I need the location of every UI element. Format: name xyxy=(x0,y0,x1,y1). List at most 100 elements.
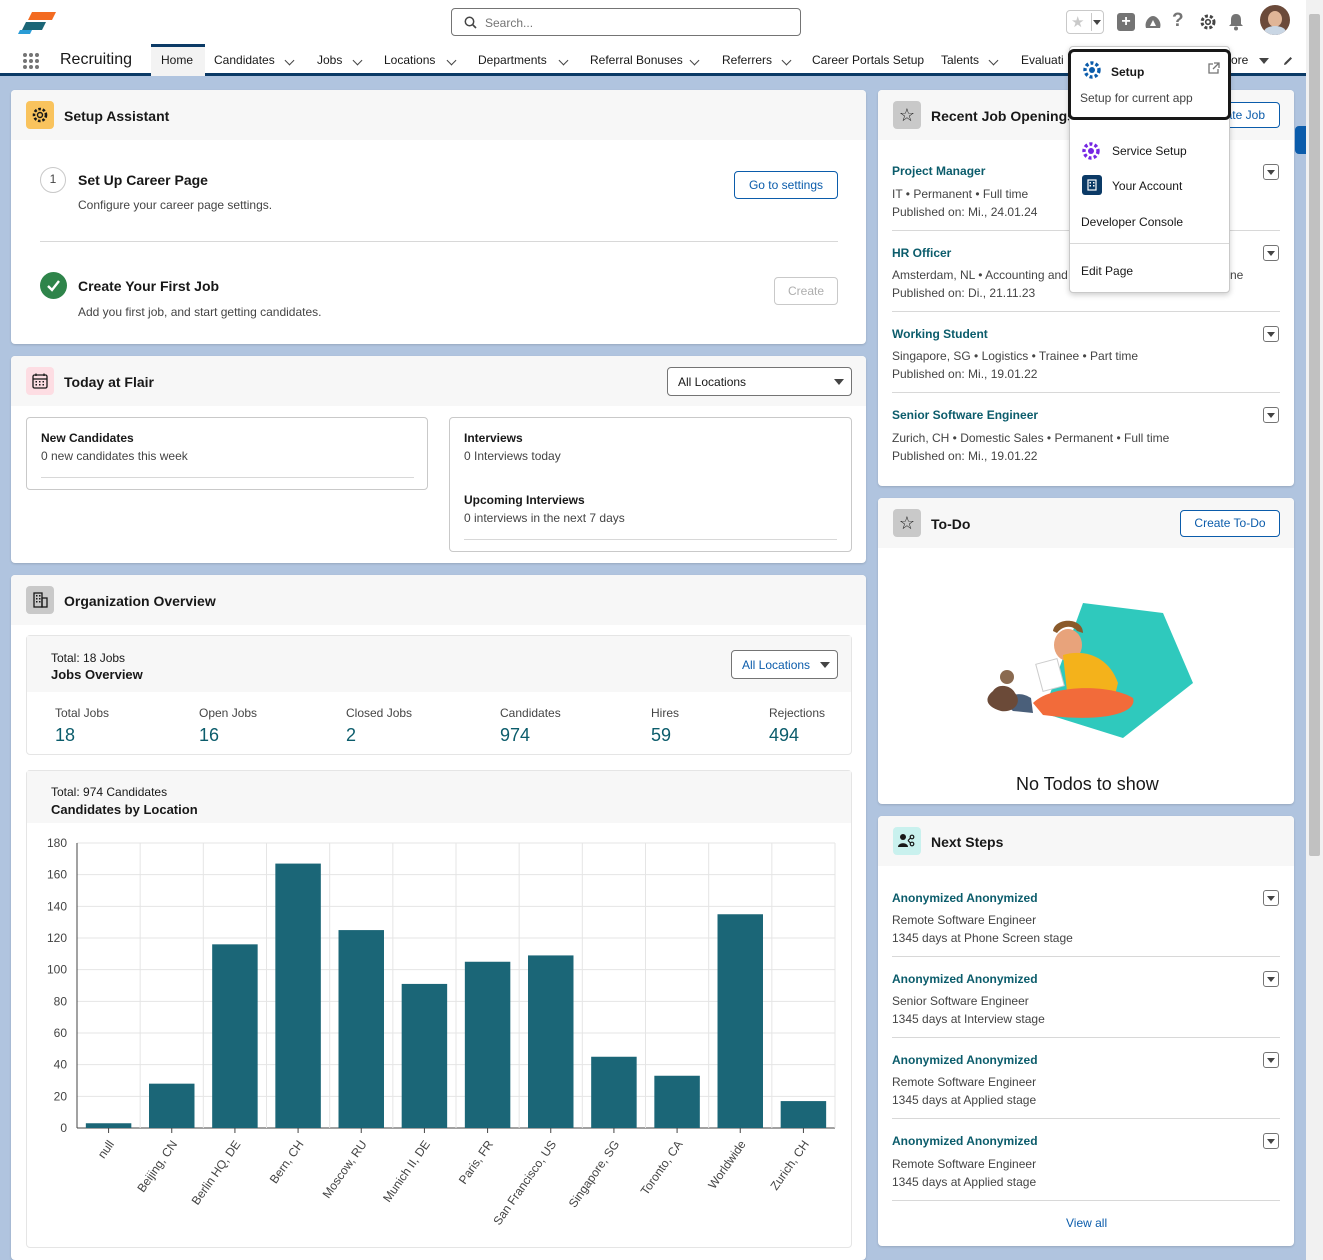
chevron-down-icon[interactable] xyxy=(689,55,700,66)
row-actions-dropdown[interactable] xyxy=(1263,164,1279,180)
tab-departments[interactable]: Departments xyxy=(478,44,547,76)
stat-value-candidates[interactable]: 974 xyxy=(500,725,531,745)
stat-value-total-jobs[interactable]: 18 xyxy=(55,725,76,745)
trailhead-icon[interactable] xyxy=(1143,12,1163,32)
tab-referral-bonuses[interactable]: Referral Bonuses xyxy=(590,44,683,76)
job-title-link[interactable]: Working Student xyxy=(892,327,988,341)
tab-talents[interactable]: Talents xyxy=(941,44,979,76)
tab-locations[interactable]: Locations xyxy=(384,44,435,76)
candidate-name-link[interactable]: Anonymized Anonymized xyxy=(892,891,1038,905)
caret-down-icon xyxy=(820,662,830,668)
help-icon[interactable]: ? xyxy=(1172,10,1184,31)
caret-down-icon[interactable] xyxy=(1259,58,1269,64)
account-icon xyxy=(1082,175,1102,195)
tab-label: Referral Bonuses xyxy=(590,53,683,67)
x-tick-label: Paris, FR xyxy=(456,1137,496,1186)
stat-label-candidates: Candidates xyxy=(500,706,561,720)
caret-down-icon xyxy=(834,379,844,385)
row-actions-dropdown[interactable] xyxy=(1263,1052,1279,1068)
tab-candidates[interactable]: Candidates xyxy=(214,44,275,76)
chevron-down-icon[interactable] xyxy=(446,55,457,66)
setup-gear-icon[interactable] xyxy=(1199,13,1217,31)
divider xyxy=(40,241,838,242)
y-tick-label: 140 xyxy=(47,899,67,913)
stat-label-closed-jobs: Closed Jobs xyxy=(346,706,413,720)
app-logo[interactable] xyxy=(18,10,58,37)
chart-bar xyxy=(401,983,448,1128)
chevron-down-icon[interactable] xyxy=(352,55,363,66)
card-title: Today at Flair xyxy=(64,374,154,390)
app-launcher-icon[interactable] xyxy=(22,52,40,70)
pencil-edit-icon[interactable] xyxy=(1282,55,1294,67)
card-title: Next Steps xyxy=(931,834,1004,850)
tab-evaluations[interactable]: Evaluati xyxy=(1021,44,1064,76)
candidate-stage: 1345 days at Applied stage xyxy=(892,1093,1037,1107)
row-actions-dropdown[interactable] xyxy=(1263,326,1279,342)
divider xyxy=(41,477,414,478)
page-scrollbar[interactable] xyxy=(1306,0,1323,1260)
chevron-down-icon[interactable] xyxy=(781,55,792,66)
y-tick-label: 160 xyxy=(47,868,67,882)
candidate-name-link[interactable]: Anonymized Anonymized xyxy=(892,1053,1038,1067)
menu-item-edit-page[interactable]: Edit Page xyxy=(1081,264,1134,278)
chevron-down-icon[interactable] xyxy=(558,55,569,66)
scrollbar-thumb[interactable] xyxy=(1309,14,1320,856)
chevron-down-icon[interactable] xyxy=(284,55,295,66)
create-todo-button[interactable]: Create To-Do xyxy=(1180,510,1280,537)
notifications-bell-icon[interactable] xyxy=(1227,12,1245,31)
avatar[interactable] xyxy=(1260,5,1290,35)
row-actions-dropdown[interactable] xyxy=(1263,1133,1279,1149)
tab-label: Locations xyxy=(384,53,436,67)
global-actions-icon[interactable]: + xyxy=(1117,13,1135,31)
row-actions-dropdown[interactable] xyxy=(1263,245,1279,261)
tab-referrers[interactable]: Referrers xyxy=(722,44,772,76)
job-title-link[interactable]: HR Officer xyxy=(892,246,952,260)
utility-panel-toggle[interactable] xyxy=(1295,126,1306,154)
create-button[interactable]: Create xyxy=(774,277,838,305)
job-published: Published on: Mi., 19.01.22 xyxy=(892,449,1038,463)
menu-item-your-account[interactable]: Your Account xyxy=(1112,179,1183,193)
y-tick-label: 100 xyxy=(47,963,67,977)
organization-overview-card: Organization Overview Total: 18 Jobs Job… xyxy=(11,575,866,1260)
job-title-link[interactable]: Project Manager xyxy=(892,164,986,178)
stat-value-rejections[interactable]: 494 xyxy=(769,725,800,745)
global-search-input[interactable]: Search... xyxy=(451,8,801,36)
row-actions-dropdown[interactable] xyxy=(1263,890,1279,906)
setup-assistant-card: Setup Assistant 1 Set Up Career Page Con… xyxy=(11,90,866,344)
stat-value-open-jobs[interactable]: 16 xyxy=(199,725,220,745)
location-filter-select[interactable]: All Locations xyxy=(667,367,852,396)
external-link-icon[interactable] xyxy=(1207,62,1220,75)
row-actions-dropdown[interactable] xyxy=(1263,971,1279,987)
job-meta: Amsterdam, NL • Accounting and xyxy=(892,268,1068,282)
tab-more[interactable]: ore xyxy=(1231,44,1248,76)
step-title: Create Your First Job xyxy=(78,278,220,294)
empty-state-text: No Todos to show xyxy=(1016,774,1159,794)
stat-value-hires[interactable]: 59 xyxy=(651,725,672,745)
job-title-link[interactable]: Senior Software Engineer xyxy=(892,408,1039,422)
menu-item-developer-console[interactable]: Developer Console xyxy=(1081,215,1184,229)
jobs-total-label: Total: 18 Jobs xyxy=(51,651,126,665)
chevron-down-icon[interactable] xyxy=(988,55,999,66)
jobs-location-filter-select[interactable]: All Locations xyxy=(731,650,838,679)
tab-jobs[interactable]: Jobs xyxy=(317,44,342,76)
tab-home[interactable]: Home xyxy=(151,44,205,76)
candidate-name-link[interactable]: Anonymized Anonymized xyxy=(892,972,1038,986)
tab-career-portals-setup[interactable]: Career Portals Setup xyxy=(812,44,924,76)
tab-label: Talents xyxy=(941,53,980,67)
menu-item-service-setup[interactable]: Service Setup xyxy=(1112,144,1187,158)
go-to-settings-button[interactable]: Go to settings xyxy=(734,171,838,199)
candidate-name-link[interactable]: Anonymized Anonymized xyxy=(892,1134,1038,1148)
chart-bar xyxy=(591,1056,637,1128)
view-all-link[interactable]: View all xyxy=(1066,1216,1108,1230)
favorites-button[interactable]: ★ xyxy=(1066,10,1104,34)
step-number-badge: 1 xyxy=(40,167,66,193)
chart-bar xyxy=(654,1075,700,1128)
stat-value-closed-jobs[interactable]: 2 xyxy=(346,725,357,745)
chart-bar xyxy=(149,1083,195,1128)
candidate-stage: 1345 days at Interview stage xyxy=(892,1012,1045,1026)
menu-item-setup[interactable]: Setup Setup for current app xyxy=(1068,49,1231,120)
card-header xyxy=(878,816,1294,866)
chart-bar xyxy=(528,955,574,1128)
job-meta-tail: ne xyxy=(1230,268,1244,282)
row-actions-dropdown[interactable] xyxy=(1263,407,1279,423)
